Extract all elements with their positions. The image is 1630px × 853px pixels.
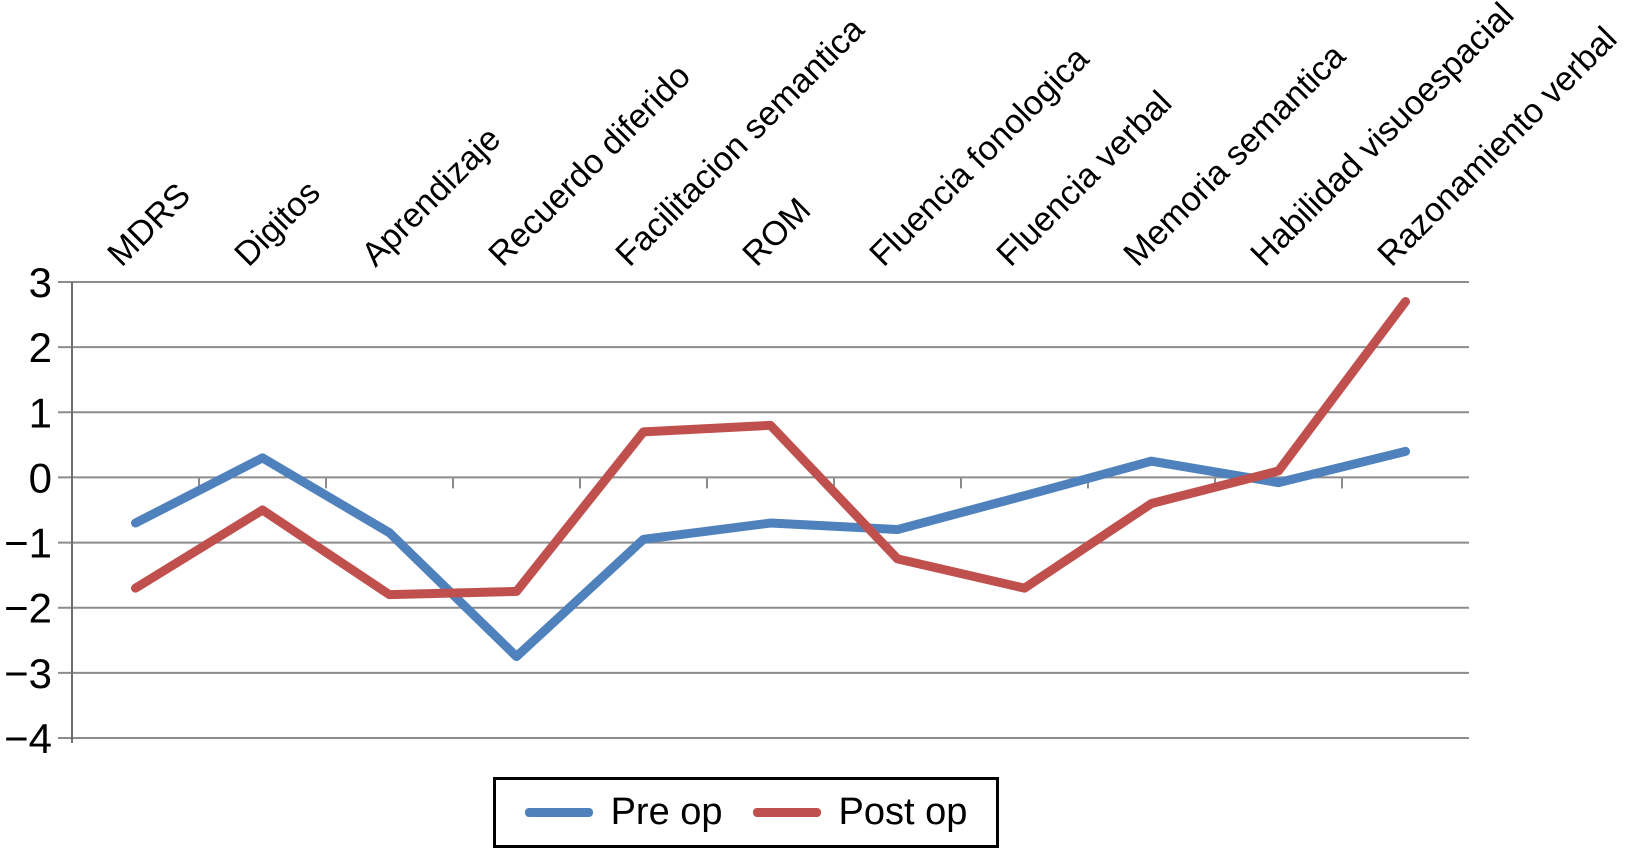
x-axis-label: MDRS	[100, 176, 198, 274]
legend-label-post-op: Post op	[838, 791, 968, 833]
x-axis-label: Digitos	[227, 173, 327, 273]
post-op-line	[131, 297, 1410, 600]
legend-label-pre-op: Pre op	[610, 791, 723, 833]
y-axis-label: 3	[29, 259, 52, 306]
y-axis-label: −4	[4, 715, 52, 762]
y-axis-label: 0	[29, 454, 52, 501]
y-axis-label: 1	[29, 389, 52, 436]
y-axis-label: −1	[4, 520, 52, 567]
y-axis-label: −2	[4, 585, 52, 632]
pre-op-line	[131, 446, 1410, 662]
x-axis-label: Memoria semantica	[1116, 37, 1353, 274]
legend-swatch-pre-op	[524, 808, 593, 817]
x-axis-label: Fluencia fonologica	[862, 40, 1096, 274]
legend-swatch-post-op	[752, 808, 821, 817]
legend-item-pre-op: Pre op	[524, 791, 723, 834]
y-axis-label: −3	[4, 650, 52, 697]
legend-item-post-op: Post op	[752, 791, 968, 834]
x-axis-label: Razonamiento verbal	[1370, 20, 1624, 274]
x-axis-label: Facilitacion semantica	[608, 10, 871, 273]
y-axis-label: 2	[29, 324, 52, 371]
x-axis-label: ROM	[735, 191, 818, 274]
legend: Pre op Post op	[493, 777, 999, 848]
